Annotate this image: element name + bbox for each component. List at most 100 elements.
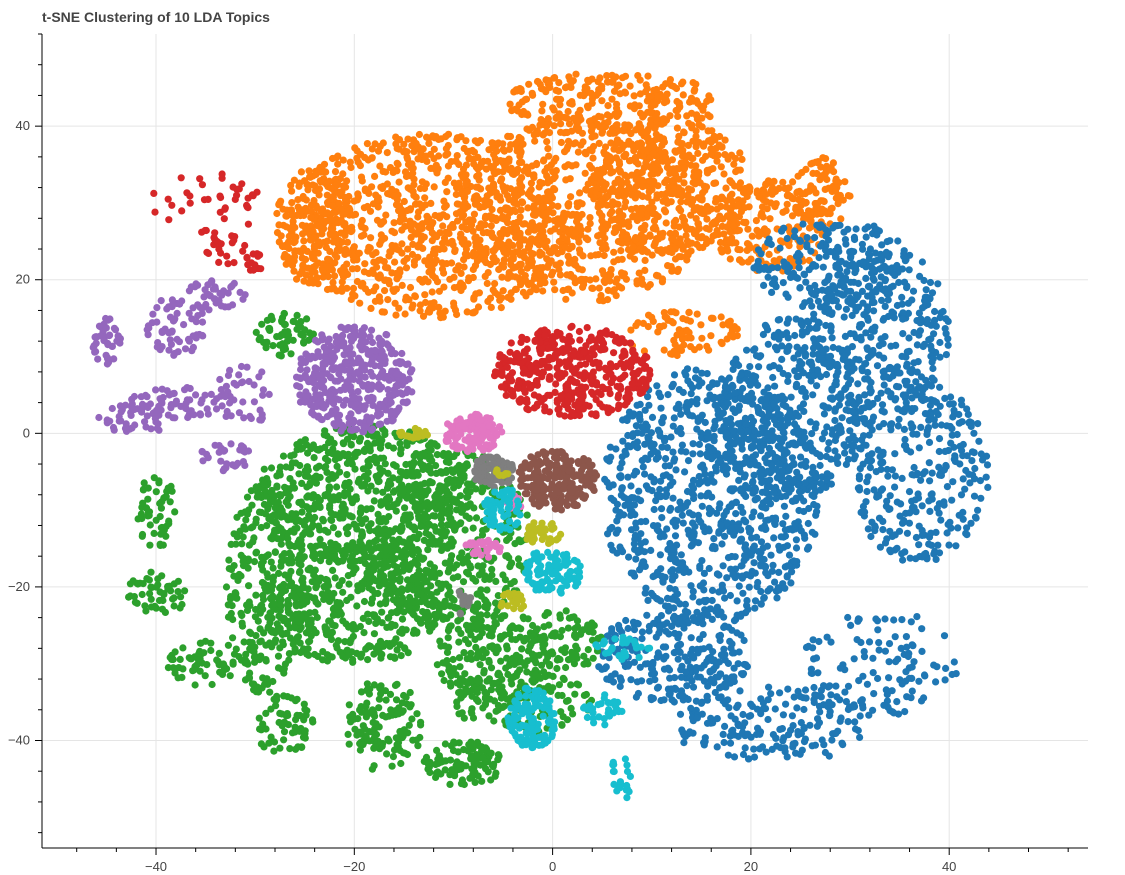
- data-point: [372, 283, 380, 291]
- data-point: [430, 155, 438, 163]
- data-point: [414, 213, 422, 221]
- data-point: [565, 73, 573, 81]
- data-point: [683, 198, 691, 206]
- data-point: [402, 296, 410, 304]
- data-point: [411, 292, 419, 300]
- data-point: [926, 507, 934, 515]
- data-point: [469, 265, 477, 274]
- data-point: [518, 199, 526, 207]
- data-point: [717, 313, 725, 321]
- data-point: [822, 360, 831, 368]
- data-point: [871, 523, 879, 531]
- data-point: [832, 297, 841, 305]
- data-point: [527, 279, 535, 287]
- data-point: [347, 295, 355, 303]
- data-point: [420, 184, 429, 192]
- data-point: [654, 235, 663, 243]
- data-point: [724, 247, 732, 255]
- data-point: [516, 145, 524, 153]
- data-point: [729, 570, 737, 579]
- data-point: [579, 138, 587, 146]
- data-point: [547, 227, 555, 235]
- data-point: [606, 525, 614, 533]
- data-point: [638, 628, 647, 636]
- data-point: [781, 526, 790, 534]
- data-point: [552, 167, 560, 175]
- data-point: [916, 383, 924, 391]
- data-point: [723, 429, 731, 437]
- data-point: [761, 423, 769, 431]
- data-point: [784, 315, 793, 323]
- data-point: [354, 190, 362, 198]
- data-point: [578, 266, 586, 274]
- data-point: [755, 363, 763, 371]
- data-point: [449, 241, 457, 249]
- data-point: [544, 145, 552, 153]
- data-point: [801, 434, 809, 442]
- data-point: [764, 340, 772, 348]
- data-point: [294, 196, 302, 204]
- data-point: [517, 235, 525, 243]
- data-point: [650, 572, 658, 580]
- data-point: [703, 166, 711, 174]
- data-point: [650, 217, 659, 225]
- data-point: [891, 483, 899, 491]
- data-point: [864, 368, 872, 377]
- data-point: [768, 184, 777, 192]
- data-point: [702, 239, 711, 248]
- data-point: [792, 252, 801, 260]
- data-point: [854, 380, 862, 388]
- data-point: [668, 317, 676, 326]
- data-point: [550, 74, 558, 82]
- data-point: [940, 501, 948, 509]
- data-point: [654, 182, 662, 190]
- data-point: [506, 240, 514, 248]
- data-point: [907, 420, 915, 428]
- data-point: [559, 224, 567, 232]
- data-point: [650, 475, 658, 483]
- data-point: [768, 567, 776, 575]
- data-point: [532, 161, 541, 169]
- data-point: [601, 150, 609, 158]
- data-point: [531, 130, 539, 138]
- data-point: [886, 364, 894, 372]
- data-point: [637, 518, 645, 526]
- data-point: [368, 154, 376, 162]
- data-point: [557, 138, 566, 147]
- data-point: [826, 210, 834, 218]
- data-point: [398, 240, 406, 248]
- data-point: [789, 477, 797, 485]
- data-point: [376, 142, 384, 150]
- data-point: [752, 217, 761, 225]
- data-point: [682, 502, 690, 510]
- data-point: [556, 101, 564, 109]
- data-point: [398, 249, 406, 257]
- data-point: [657, 597, 665, 605]
- data-point: [721, 594, 729, 602]
- data-point: [674, 427, 682, 435]
- data-point: [678, 511, 686, 519]
- data-point: [586, 220, 594, 228]
- data-point: [626, 82, 634, 90]
- data-point: [407, 233, 415, 241]
- data-point: [450, 302, 458, 311]
- data-point: [770, 257, 778, 265]
- data-point: [734, 420, 742, 428]
- data-point: [683, 399, 691, 407]
- data-point: [779, 369, 787, 378]
- data-point: [787, 192, 795, 200]
- data-point: [636, 414, 644, 422]
- data-point: [708, 586, 717, 595]
- data-point: [472, 183, 480, 191]
- data-point: [847, 376, 855, 384]
- data-point: [675, 204, 683, 213]
- data-point: [731, 154, 740, 163]
- data-point: [627, 326, 635, 334]
- data-point: [664, 391, 672, 399]
- data-point: [792, 536, 801, 544]
- data-point: [406, 220, 414, 228]
- data-point: [798, 169, 806, 177]
- data-point: [549, 209, 557, 217]
- data-point: [916, 272, 924, 280]
- data-point: [637, 530, 645, 538]
